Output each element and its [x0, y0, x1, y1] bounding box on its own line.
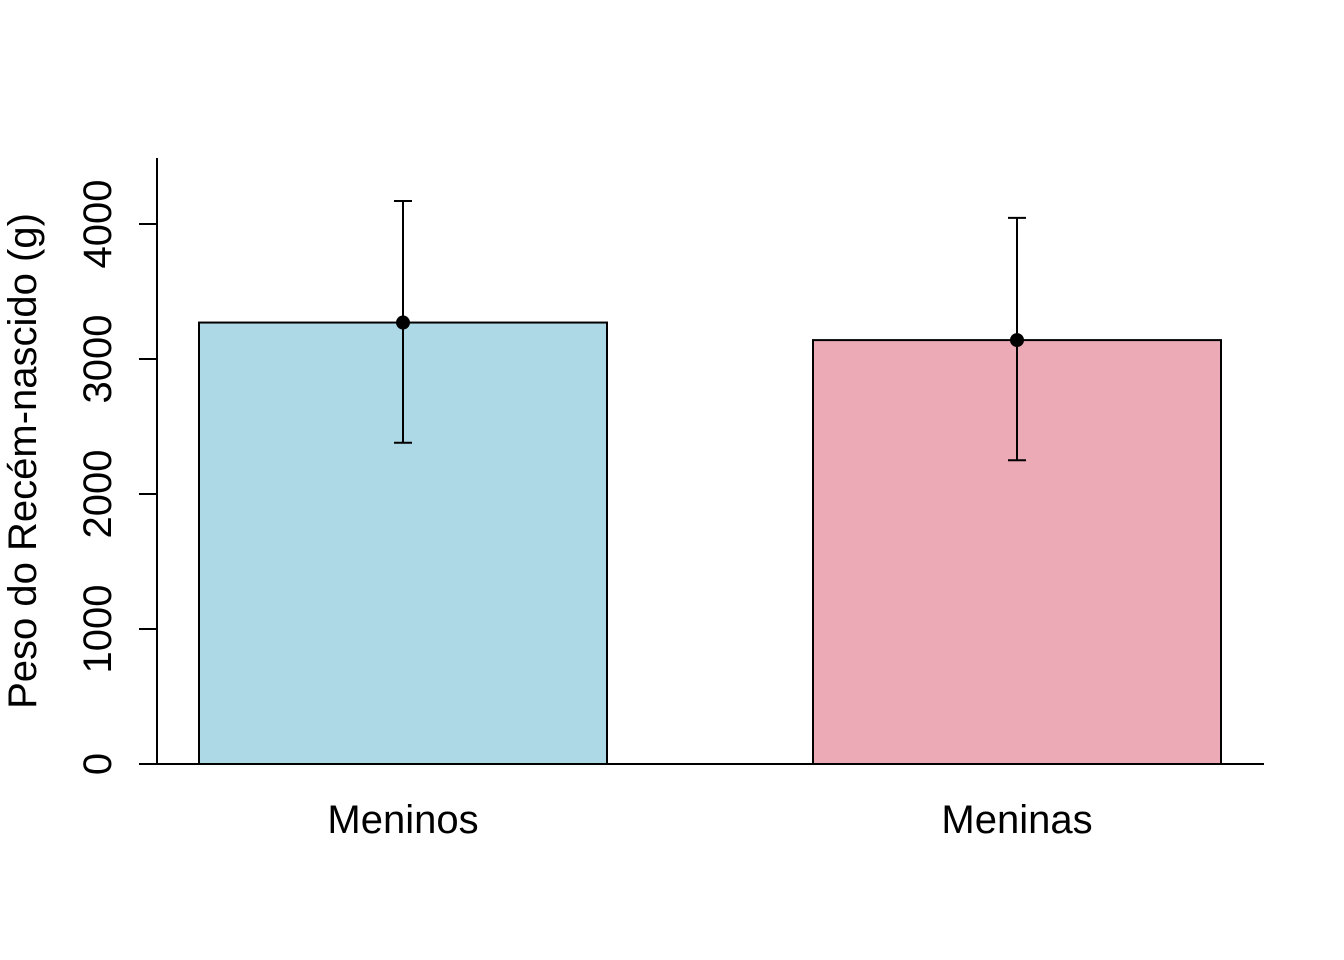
x-category-label: Meninos	[327, 798, 478, 842]
y-ticks: 0 1000 2000 3000 4000	[76, 180, 157, 775]
y-tick-label: 1000	[76, 585, 120, 674]
mean-point	[1010, 333, 1024, 348]
y-tick-label: 2000	[76, 450, 120, 539]
y-axis-title: Peso do Recém-nascido (g)	[1, 213, 45, 709]
error-bars-layer	[394, 200, 1026, 462]
y-tick-label: 4000	[76, 180, 120, 269]
axes-layer	[156, 158, 1264, 765]
mean-point	[396, 315, 410, 330]
x-category-label: Meninas	[941, 798, 1092, 842]
bars-layer	[198, 321, 1222, 765]
y-tick-label: 0	[76, 753, 120, 775]
y-tick-label: 3000	[76, 315, 120, 404]
x-category-labels: Meninos Meninas	[327, 798, 1092, 842]
